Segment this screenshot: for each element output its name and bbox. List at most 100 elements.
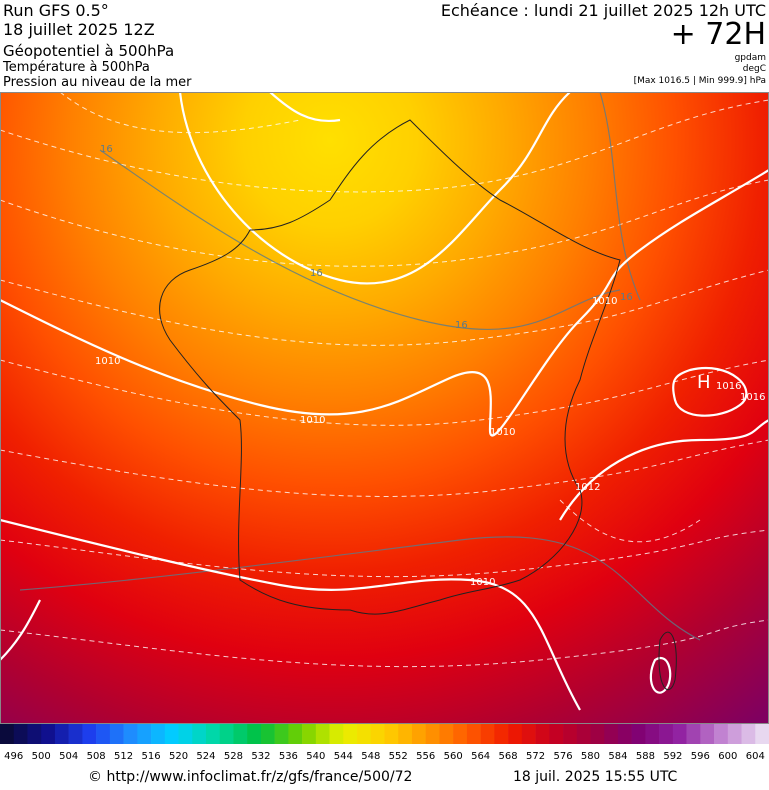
colorbar-label: 564 xyxy=(471,751,490,762)
timestamp: 18 juil. 2025 15:55 UTC xyxy=(513,769,678,785)
colorbar-swatch xyxy=(109,724,124,744)
colorbar-swatch xyxy=(741,724,756,744)
colorbar-label: 552 xyxy=(389,751,408,762)
pressure-range: [Max 1016.5 | Min 999.9] hPa xyxy=(634,76,766,86)
colorbar-label: 556 xyxy=(416,751,435,762)
colorbar-swatch xyxy=(151,724,166,744)
colorbar-label: 580 xyxy=(581,751,600,762)
lead-time: + 72H xyxy=(671,17,766,52)
colorbar: 496 500 504 508 512 516 520 524 528 532 536 540 544 5… xyxy=(0,724,769,762)
colorbar-swatch xyxy=(480,724,495,744)
colorbar-label: 576 xyxy=(553,751,572,762)
isobar-label: 1010 xyxy=(300,415,325,426)
colorbar-swatch xyxy=(686,724,701,744)
colorbar-swatch xyxy=(0,724,15,744)
field: Pression au niveau de la mer xyxy=(3,75,192,90)
colorbar-label: 592 xyxy=(663,751,682,762)
colorbar-label: 536 xyxy=(279,751,298,762)
temp-label: 16 xyxy=(620,292,633,303)
map: H 1016 1010 1010 1010 1010 1016 1010 101… xyxy=(0,92,769,724)
colorbar-label: 528 xyxy=(224,751,243,762)
colorbar-swatch xyxy=(411,724,426,744)
isobar-label: 1010 xyxy=(592,296,617,307)
isobar-label: 1010 xyxy=(490,427,515,438)
colorbar-swatch xyxy=(274,724,289,744)
unit: gpdam xyxy=(735,53,766,63)
colorbar-swatch xyxy=(82,724,97,744)
colorbar-label: 524 xyxy=(196,751,215,762)
colorbar-swatch xyxy=(466,724,481,744)
colorbar-swatch xyxy=(247,724,262,744)
colorbar-swatch xyxy=(384,724,399,744)
header: Run GFS 0.5° 18 juillet 2025 12Z Géopote… xyxy=(2,1,766,90)
isobar-label: 1016 xyxy=(716,381,741,392)
map-labels: H 1016 1010 1010 1010 1010 1016 1010 101… xyxy=(95,144,765,588)
colorbar-swatch xyxy=(590,724,605,744)
colorbar-swatch xyxy=(54,724,69,744)
colorbar-swatch xyxy=(508,724,523,744)
isobar-label: 1010 xyxy=(95,356,120,367)
colorbar-swatch xyxy=(288,724,303,744)
colorbar-swatch xyxy=(302,724,317,744)
colorbar-swatch xyxy=(645,724,660,744)
temp-label: 16 xyxy=(310,268,323,279)
colorbar-swatch xyxy=(659,724,674,744)
colorbar-label: 540 xyxy=(306,751,325,762)
colorbar-swatch xyxy=(494,724,509,744)
colorbar-swatch xyxy=(672,724,687,744)
colorbar-label: 584 xyxy=(608,751,627,762)
colorbar-swatch xyxy=(700,724,715,744)
colorbar-label: 508 xyxy=(87,751,106,762)
colorbar-swatch xyxy=(329,724,344,744)
isobar-label: 1012 xyxy=(575,482,600,493)
colorbar-swatch xyxy=(604,724,619,744)
colorbar-label: 512 xyxy=(114,751,133,762)
colorbar-label: 520 xyxy=(169,751,188,762)
footer: © http://www.infoclimat.fr/z/gfs/france/… xyxy=(88,769,678,785)
run: Run GFS 0.5° xyxy=(3,1,109,20)
field: Géopotentiel à 500hPa xyxy=(3,42,174,60)
unit: degC xyxy=(743,64,766,74)
source-url: © http://www.infoclimat.fr/z/gfs/france/… xyxy=(88,769,412,785)
colorbar-label: 532 xyxy=(251,751,270,762)
colorbar-swatch xyxy=(357,724,372,744)
colorbar-swatch xyxy=(563,724,578,744)
colorbar-swatch xyxy=(192,724,207,744)
map-background xyxy=(0,92,769,724)
isobars xyxy=(0,92,769,711)
colorbar-label: 548 xyxy=(361,751,380,762)
colorbar-swatch xyxy=(178,724,193,744)
run-date: 18 juillet 2025 12Z xyxy=(3,20,155,39)
colorbar-swatch xyxy=(137,724,152,744)
colorbar-swatch xyxy=(549,724,564,744)
colorbar-swatch xyxy=(164,724,179,744)
colorbar-swatch xyxy=(453,724,468,744)
colorbar-swatch xyxy=(41,724,56,744)
colorbar-swatch xyxy=(535,724,550,744)
colorbar-swatch xyxy=(576,724,591,744)
isobar-label: 1010 xyxy=(470,577,495,588)
colorbar-label: 544 xyxy=(334,751,353,762)
colorbar-swatch xyxy=(27,724,42,744)
colorbar-label: 500 xyxy=(32,751,51,762)
colorbar-swatch xyxy=(315,724,330,744)
colorbar-label: 496 xyxy=(4,751,23,762)
france-outline xyxy=(159,119,677,691)
colorbar-swatch xyxy=(425,724,440,744)
colorbar-swatch xyxy=(260,724,275,744)
colorbar-swatch xyxy=(398,724,413,744)
temp-label: 16 xyxy=(455,320,468,331)
forecast: Echéance : lundi 21 juillet 2025 12h UTC xyxy=(441,1,766,20)
colorbar-swatch xyxy=(617,724,632,744)
colorbar-label: 568 xyxy=(499,751,518,762)
colorbar-swatch xyxy=(96,724,111,744)
temp-label: 16 xyxy=(100,144,113,155)
colorbar-swatch xyxy=(631,724,646,744)
colorbar-swatch xyxy=(205,724,221,744)
colorbar-swatch xyxy=(439,724,454,744)
colorbar-swatch xyxy=(13,724,28,744)
colorbar-swatch xyxy=(727,724,742,744)
colorbar-swatch xyxy=(755,724,769,744)
colorbar-swatch xyxy=(714,724,729,744)
